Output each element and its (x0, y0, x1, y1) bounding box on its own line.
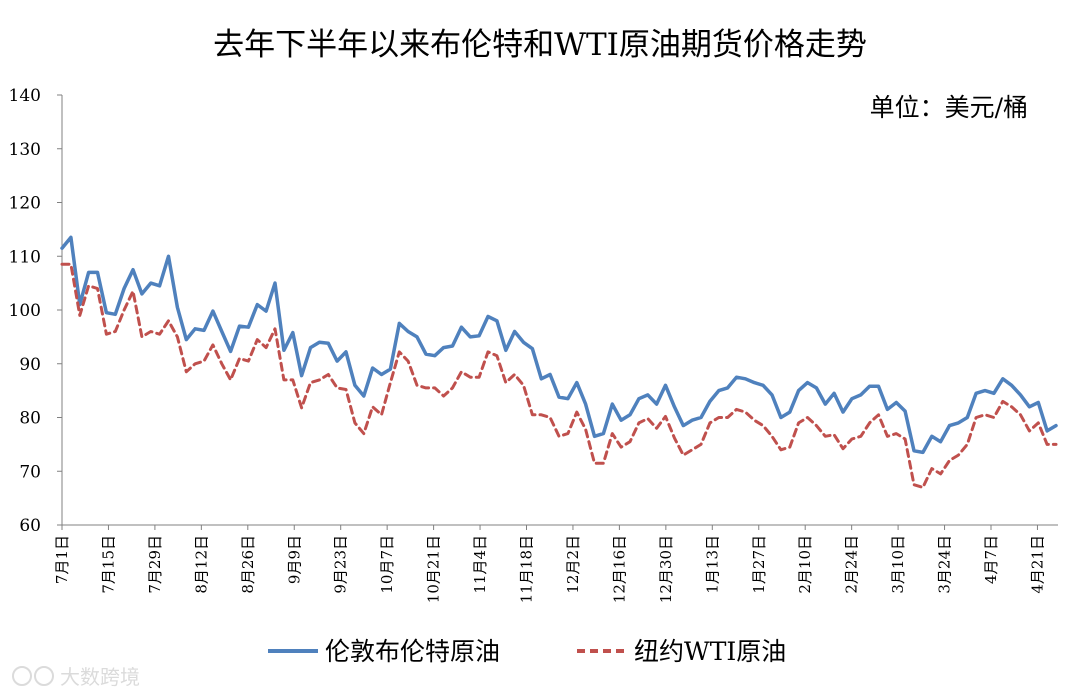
watermark-text: 大数跨境 (60, 665, 140, 689)
x-tick-label: 12月16日 (610, 535, 628, 603)
y-tick-label: 110 (9, 247, 41, 267)
legend-label-wti: 纽约WTI原油 (634, 637, 786, 666)
x-tick-label: 10月7日 (378, 535, 396, 594)
y-tick-label: 60 (19, 516, 41, 536)
watermark-logo-icon (12, 666, 32, 686)
x-tick-label: 8月12日 (192, 535, 210, 594)
x-tick-label: 11月4日 (471, 535, 489, 594)
legend-label-brent: 伦敦布伦特原油 (325, 637, 500, 666)
x-tick-label: 1月27日 (750, 535, 768, 594)
watermark-logo-icon-inner (34, 666, 54, 686)
x-tick-label: 10月21日 (425, 535, 443, 603)
x-axis-ticks: 7月1日 7月15日 7月29日 8月12日 8月26日 9月9日 9月23日 10月7日 10… (53, 525, 1046, 603)
x-tick-label: 2月24日 (843, 535, 861, 594)
y-tick-label: 120 (9, 194, 41, 214)
chart-title: 去年下半年以来布伦特和WTI原油期货价格走势 (213, 27, 867, 63)
y-tick-label: 130 (9, 140, 41, 160)
y-tick-label: 80 (19, 409, 41, 429)
unit-label: 单位：美元/桶 (870, 93, 1028, 122)
x-tick-label: 2月10日 (796, 535, 814, 594)
y-tick-label: 100 (9, 301, 41, 321)
x-tick-label: 4月7日 (982, 535, 1000, 584)
y-tick-label: 140 (9, 86, 41, 106)
y-tick-label: 90 (19, 355, 41, 375)
x-tick-label: 9月23日 (332, 535, 350, 594)
x-tick-label: 7月15日 (99, 535, 117, 594)
x-tick-label: 7月1日 (53, 535, 71, 584)
x-tick-label: 4月21日 (1028, 535, 1046, 594)
x-tick-label: 3月24日 (936, 535, 954, 594)
series-line-wti (60, 262, 1058, 489)
x-tick-label: 12月2日 (564, 535, 582, 594)
y-axis-ticks: 60 70 80 90 100 110 120 130 140 (9, 86, 62, 536)
watermark: 大数跨境 (12, 665, 140, 689)
x-tick-label: 7月29日 (146, 535, 164, 594)
x-tick-label: 9月9日 (285, 535, 303, 584)
x-tick-label: 3月10日 (889, 535, 907, 594)
x-tick-label: 11月18日 (518, 535, 536, 603)
legend: 伦敦布伦特原油 纽约WTI原油 (268, 637, 786, 666)
x-tick-label: 12月30日 (657, 535, 675, 603)
series-line-brent (60, 235, 1058, 455)
plot-area (60, 235, 1058, 489)
y-tick-label: 70 (19, 462, 41, 482)
x-tick-label: 1月13日 (703, 535, 721, 594)
x-tick-label: 8月26日 (239, 535, 257, 594)
